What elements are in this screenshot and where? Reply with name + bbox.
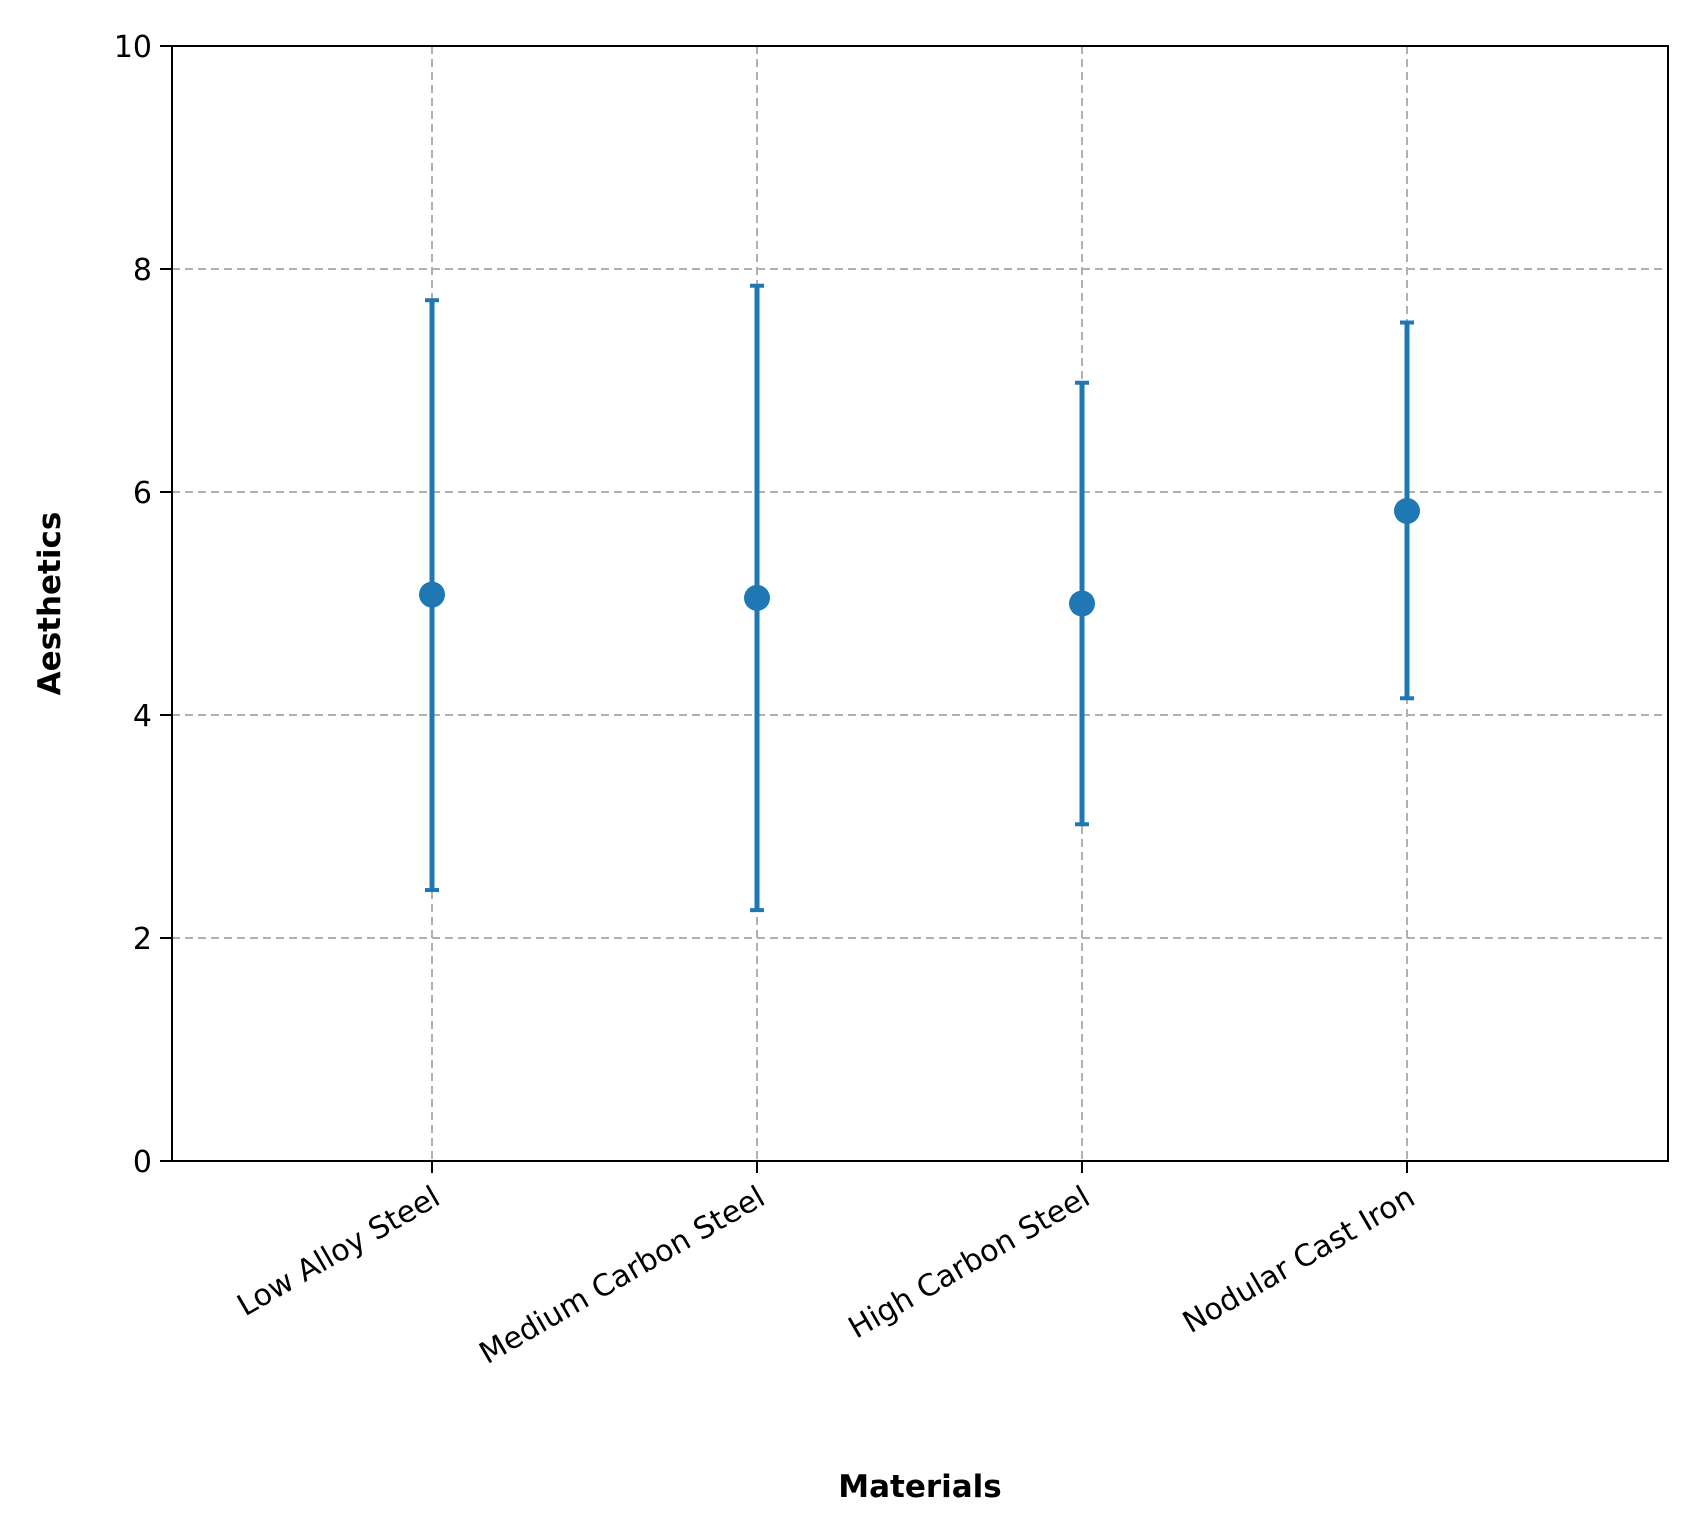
x-axis: Low Alloy Steel Medium Carbon Steel High C… [231, 1161, 1421, 1372]
data-point [1394, 497, 1420, 524]
data-marks [419, 283, 1420, 913]
data-point [1069, 590, 1095, 617]
y-axis: 0 2 4 6 8 10 [114, 30, 172, 1180]
y-tick-label: 0 [133, 1145, 152, 1180]
y-tick-label: 4 [133, 699, 152, 734]
y-tick-label: 10 [114, 30, 152, 65]
y-tick-label: 8 [133, 253, 152, 288]
x-tick-label: Medium Carbon Steel [474, 1180, 771, 1372]
y-axis-label: Aesthetics [32, 512, 68, 696]
x-tick-label: Nodular Cast Iron [1177, 1180, 1421, 1341]
y-tick-label: 2 [133, 922, 152, 957]
data-point [744, 584, 770, 611]
y-tick-label: 6 [133, 476, 152, 511]
grid [172, 45, 1668, 1162]
x-tick-label: High Carbon Steel [843, 1180, 1096, 1346]
x-axis-label: Materials [838, 1469, 1002, 1505]
data-point [419, 581, 445, 608]
plot-frame [171, 45, 1669, 1162]
x-tick-label: Low Alloy Steel [231, 1180, 446, 1324]
